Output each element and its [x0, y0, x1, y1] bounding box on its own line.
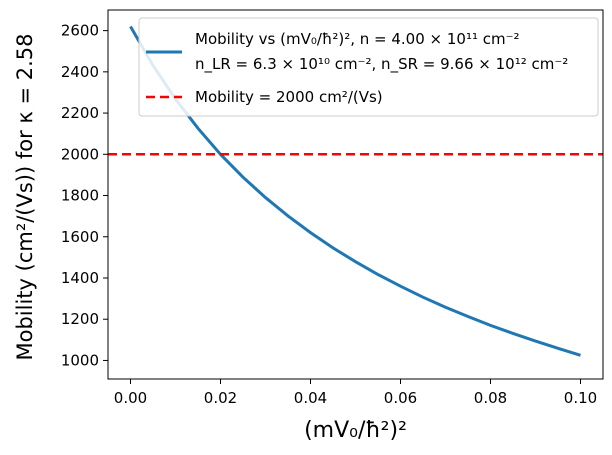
y-tick-label: 2400 — [61, 63, 99, 81]
y-tick-label: 2200 — [61, 104, 99, 122]
x-tick-label: 0.04 — [294, 389, 327, 407]
legend-label-mobility-curve: Mobility vs (mV₀/ħ²)², n = 4.00 × 10¹¹ c… — [195, 30, 520, 48]
axis-ticks: 0.00 0.02 0.04 0.06 0.08 0.10 1000 1200 1400 1600… — [61, 22, 597, 407]
series-line-mobility-curve — [129, 25, 581, 357]
legend-label-reference-line: Mobility = 2000 cm²/(Vs) — [195, 88, 383, 106]
plot-area — [108, 25, 603, 357]
legend: Mobility vs (mV₀/ħ²)², n = 4.00 × 10¹¹ c… — [138, 17, 599, 117]
x-tick-label: 0.06 — [384, 389, 417, 407]
y-tick-label: 1000 — [61, 351, 99, 369]
y-tick-label: 2000 — [61, 145, 99, 163]
y-axis-label: Mobility (cm²/(Vs)) for κ = 2.58 — [13, 33, 37, 360]
x-tick-label: 0.00 — [114, 389, 147, 407]
x-tick-label: 0.10 — [564, 389, 597, 407]
x-tick-label: 0.08 — [474, 389, 507, 407]
axes-frame — [107, 9, 604, 380]
legend-label-mobility-curve-line2: n_LR = 6.3 × 10¹⁰ cm⁻², n_SR = 9.66 × 10… — [195, 55, 568, 74]
y-tick-label: 2600 — [61, 22, 99, 40]
y-tick-label: 1800 — [61, 187, 99, 205]
x-axis-label: (mV₀/ħ²)² — [304, 418, 407, 443]
y-tick-label: 1200 — [61, 310, 99, 328]
y-tick-label: 1600 — [61, 228, 99, 246]
y-tick-label: 1400 — [61, 269, 99, 287]
legend-box — [138, 17, 599, 117]
x-tick-label: 0.02 — [204, 389, 237, 407]
